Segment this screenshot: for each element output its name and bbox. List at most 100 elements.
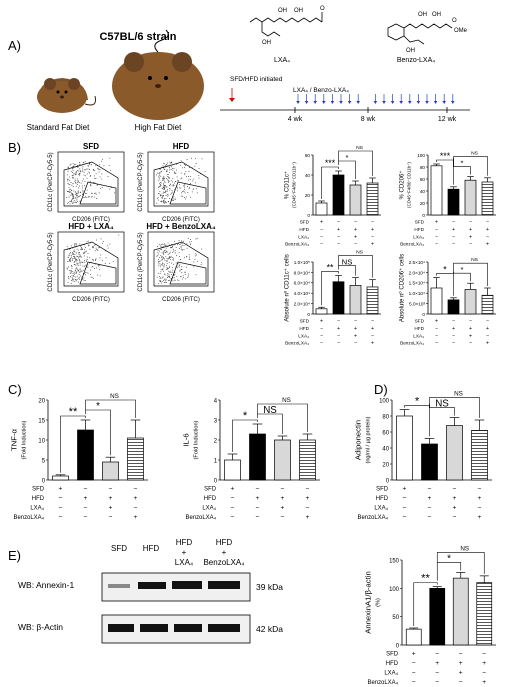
flow-dot [158, 259, 159, 260]
flow-dot [70, 260, 71, 262]
flow-dot [67, 261, 69, 262]
dose-arrowhead [339, 101, 343, 104]
panel-e-letter: E) [8, 548, 21, 563]
y-tick-label: 0 [422, 213, 425, 218]
flow-dot [77, 262, 79, 264]
flow-dot [163, 183, 164, 185]
flow-dot [162, 178, 164, 180]
flow-dot [158, 261, 159, 263]
sig-label: NS [460, 545, 469, 552]
flow-dot [84, 265, 85, 267]
flow-dot [89, 180, 91, 182]
flow-dot [80, 200, 82, 202]
flow-dot [91, 276, 93, 278]
flow-dot [71, 200, 73, 202]
y-tick-label: 3 [214, 418, 218, 424]
flow-dot [177, 180, 179, 181]
flow-dot [84, 251, 86, 253]
bar [464, 179, 477, 216]
y-axis-label: Absolute nº CD206⁺ cells [398, 254, 405, 322]
flow-dot [68, 276, 70, 277]
flow-dot [195, 253, 197, 255]
y-axis-label-2: (Fold Induction) [194, 420, 200, 459]
flow-dot [169, 247, 171, 249]
sig-bracket [321, 271, 339, 306]
flow-dot [159, 184, 161, 185]
flow-dot [170, 278, 172, 279]
flow-dot [172, 267, 173, 269]
wb-lane-2: HFD [143, 544, 160, 553]
flow-dot [163, 257, 165, 259]
flow-dot [180, 172, 182, 174]
flow-dot [198, 168, 200, 169]
flow-dot [77, 196, 79, 198]
flow-dot [180, 276, 182, 278]
flow-dot [79, 192, 81, 193]
dose-arrowhead [304, 101, 309, 104]
flow-dot [162, 246, 164, 247]
flow-dot [87, 165, 89, 166]
diet-standard-label: Standard Fat Diet [27, 123, 90, 132]
flow-dot [70, 276, 72, 277]
flow-dot [70, 271, 72, 273]
flow-dot [79, 275, 81, 277]
flow-dot [101, 242, 103, 244]
flow-dot [167, 188, 168, 190]
flow-dot [156, 276, 158, 278]
flow-dot [69, 252, 71, 254]
flow-dot [168, 180, 170, 182]
flow-dot [77, 263, 79, 265]
flow-dot [76, 255, 78, 257]
flow-dot [96, 184, 98, 186]
flow-dot [79, 259, 81, 261]
flow-dot [183, 191, 185, 193]
flow-dot [161, 281, 163, 283]
treatment-sign: + [354, 326, 357, 332]
flow-dot [66, 267, 68, 269]
treatment-sign: + [306, 514, 310, 521]
flow-dot [182, 240, 184, 242]
treatment-sign: + [452, 227, 455, 233]
treatment-sign: + [337, 326, 340, 332]
flow-dot [95, 260, 96, 262]
bar [471, 430, 488, 481]
flow-dot [162, 177, 163, 179]
flow-xlabel: CD206 (FITC) [72, 297, 110, 303]
flow-dot [173, 250, 174, 252]
y-tick-label: 10 [38, 438, 45, 444]
flow-dot [161, 196, 163, 198]
flow-dot [159, 174, 160, 176]
treatment-sign: + [354, 227, 357, 233]
treatment-sign: − [435, 341, 438, 347]
flow-dot [102, 241, 104, 242]
treatment-sign: − [337, 234, 340, 240]
sig-bracket [436, 562, 462, 581]
flow-dot [71, 270, 73, 272]
sig-bracket [338, 255, 373, 278]
flow-dot [81, 276, 83, 278]
flow-dot [194, 255, 196, 257]
flow-dot [77, 181, 79, 183]
flow-dot [69, 201, 71, 203]
flow-dot [69, 184, 71, 185]
treatment-label: BenzoLXA₄ [400, 242, 424, 247]
flow-dot [80, 247, 82, 248]
mouse-icon-large [112, 29, 204, 120]
flow-dot [118, 234, 120, 236]
flow-dot [163, 178, 165, 179]
flow-dot [173, 275, 175, 276]
flow-dot [77, 264, 79, 266]
flow-dot [89, 168, 90, 170]
flow-dot [165, 198, 167, 199]
y-tick-label: 1 [214, 458, 218, 464]
flow-gate-outer [63, 241, 119, 287]
flow-dot [169, 177, 171, 179]
flow-dot [177, 244, 178, 246]
flow-dot [158, 261, 160, 263]
sig-bracket [436, 159, 454, 185]
y-axis-label: TNF-α [10, 428, 19, 451]
flow-dot [161, 194, 162, 196]
flow-dot [176, 169, 178, 171]
flow-dot [84, 251, 86, 253]
flow-dot [72, 172, 73, 173]
